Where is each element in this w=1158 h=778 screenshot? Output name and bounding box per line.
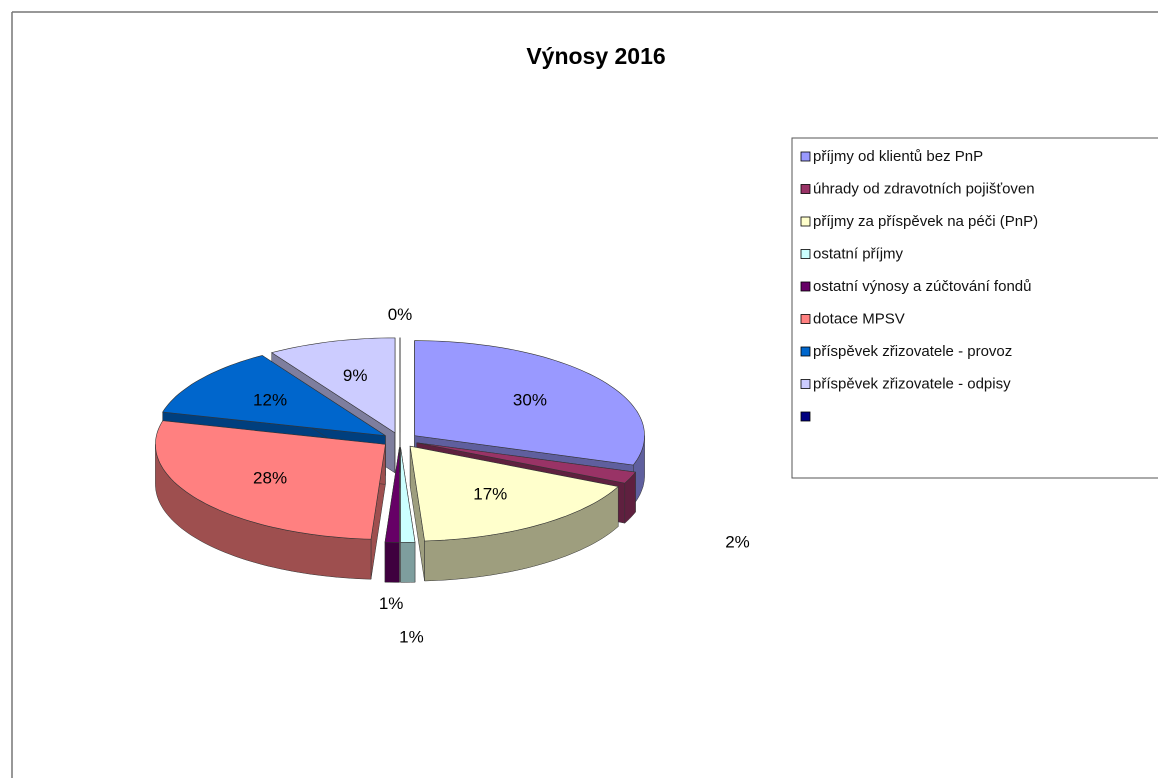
legend-swatch: [800, 411, 811, 422]
legend-label: úhrady od zdravotních pojišťoven: [813, 180, 1035, 197]
legend-swatch: [800, 281, 811, 292]
data-label: 17%: [473, 484, 507, 503]
slice: [414, 340, 645, 466]
data-label: 9%: [343, 366, 368, 385]
slice: [155, 420, 386, 540]
legend-box: [791, 137, 1158, 479]
slice: [162, 355, 386, 436]
data-label: 1%: [399, 627, 424, 646]
pie-tops: [155, 337, 645, 543]
legend-swatch: [800, 184, 811, 194]
data-label: 0%: [388, 305, 413, 324]
legend-label: příjmy od klientů bez PnP: [813, 148, 983, 165]
legend-swatch: [800, 249, 811, 259]
slice: [270, 337, 396, 434]
data-label: 12%: [253, 390, 287, 409]
slice: [384, 447, 400, 543]
legend-swatch: [800, 346, 811, 357]
legend-label: příspěvek zřizovatele - provoz: [813, 343, 1012, 360]
legend-swatch: [800, 216, 811, 227]
legend-label: příspěvek zřizovatele - odpisy: [813, 375, 1011, 392]
slice: [416, 442, 637, 484]
data-label: 2%: [725, 533, 750, 552]
legend-label: ostatní výnosy a zúčtování fondů: [813, 278, 1031, 295]
legend-swatch: [800, 314, 811, 324]
data-label: 28%: [253, 468, 287, 487]
data-label: 30%: [513, 390, 547, 409]
slice-side: [400, 541, 416, 583]
legend-label: ostatní příjmy: [813, 245, 904, 262]
legend-label: dotace MPSV: [813, 310, 905, 327]
chart-title: Výnosy 2016: [526, 43, 665, 69]
legend-swatch: [800, 379, 811, 389]
slice: [409, 445, 619, 542]
slice: [400, 447, 416, 543]
legend-swatch: [800, 151, 811, 162]
data-label: 1%: [379, 594, 404, 613]
legend-label: příjmy za příspěvek na péči (PnP): [813, 213, 1038, 230]
slice-side: [384, 541, 400, 583]
